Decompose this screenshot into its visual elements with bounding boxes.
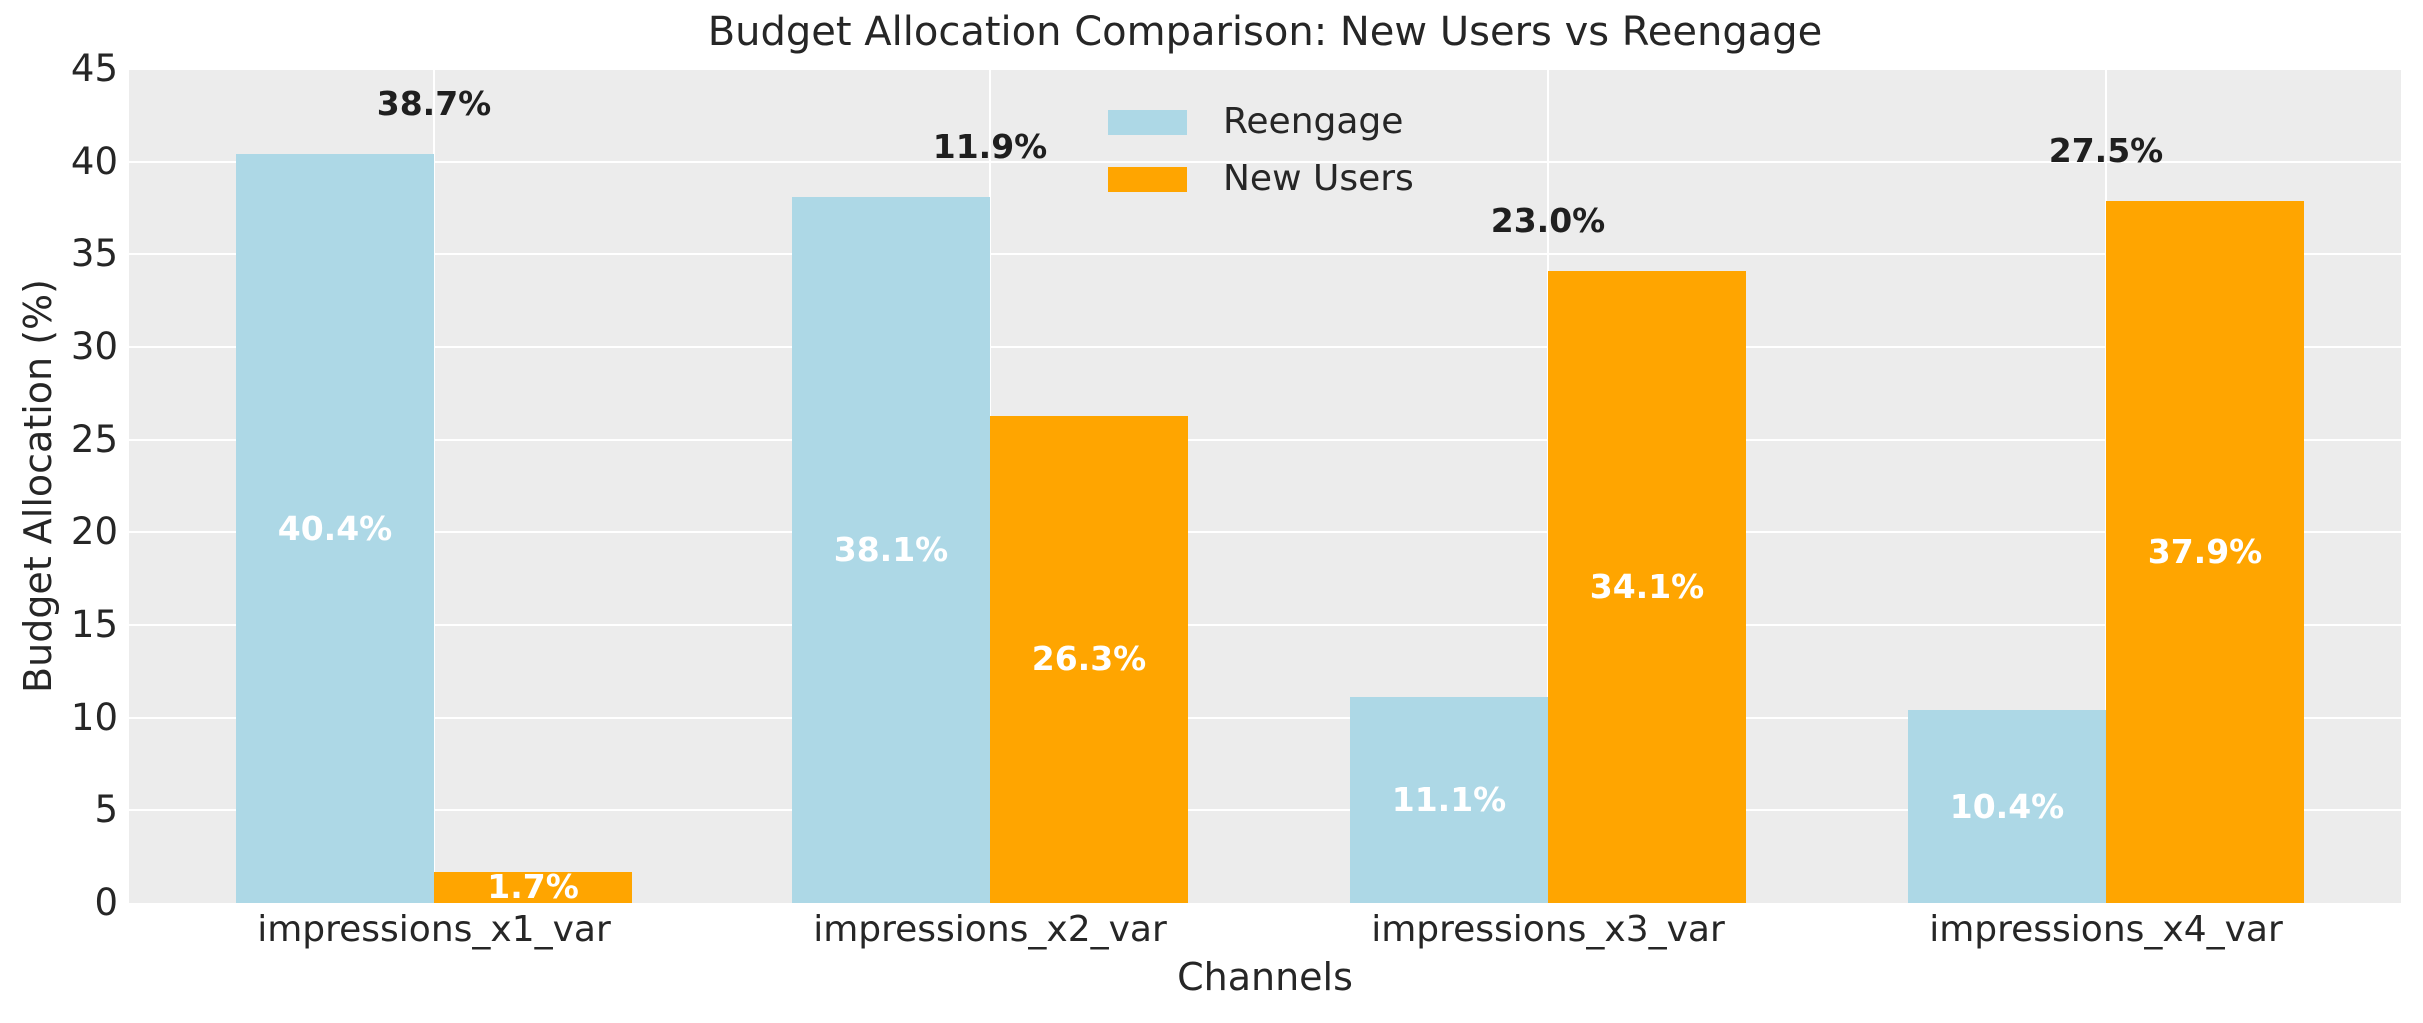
legend: Reengage New Users <box>1108 101 1414 215</box>
bar-new-users-impressions_x4_var <box>2106 200 2304 903</box>
legend-entry-new-users: New Users <box>1108 158 1414 200</box>
horizontal-gridline <box>129 624 2401 626</box>
bar-reengage-impressions_x2_var <box>792 196 990 903</box>
bar-value-label: 11.1% <box>1391 780 1507 820</box>
y-tick-label: 30 <box>70 325 118 368</box>
difference-label: 23.0% <box>1490 200 1606 240</box>
vertical-gridline <box>433 69 435 903</box>
bar-reengage-impressions_x4_var <box>1908 710 2106 903</box>
bar-value-label: 37.9% <box>2147 531 2263 571</box>
x-tick-label: impressions_x4_var <box>1929 909 2283 950</box>
legend-swatch-reengage <box>1108 109 1187 135</box>
bar-new-users-impressions_x1_var <box>434 871 632 903</box>
chart-title: Budget Allocation Comparison: New Users … <box>707 9 1823 55</box>
bar-reengage-impressions_x1_var <box>236 154 434 903</box>
horizontal-gridline <box>129 346 2401 348</box>
legend-entry-reengage: Reengage <box>1108 101 1414 143</box>
difference-label: 27.5% <box>2048 130 2164 170</box>
bar-new-users-impressions_x3_var <box>1548 271 1746 903</box>
legend-label-new-users: New Users <box>1223 158 1414 199</box>
x-tick-label: impressions_x2_var <box>813 909 1167 950</box>
y-tick-label: 45 <box>70 47 118 90</box>
bar-value-label: 26.3% <box>1031 639 1147 679</box>
horizontal-gridline <box>129 438 2401 441</box>
bar-value-label: 10.4% <box>1949 786 2065 826</box>
x-axis-label: Channels <box>1177 955 1353 999</box>
y-tick-label: 0 <box>94 881 118 924</box>
bar-value-label: 1.7% <box>487 867 579 903</box>
difference-label: 38.7% <box>376 84 492 124</box>
y-tick-label: 40 <box>70 139 118 183</box>
horizontal-gridline <box>129 69 2401 70</box>
legend-label-reengage: Reengage <box>1223 101 1404 142</box>
horizontal-gridline <box>129 160 2401 163</box>
y-tick-label: 20 <box>70 510 118 554</box>
bar-value-label: 40.4% <box>277 508 393 548</box>
horizontal-gridline <box>129 716 2401 719</box>
legend-swatch-new-users <box>1108 166 1187 192</box>
y-tick-label: 15 <box>70 603 118 646</box>
x-tick-label: impressions_x3_var <box>1371 909 1725 950</box>
x-tick-label: impressions_x1_var <box>257 909 611 950</box>
y-tick-label: 35 <box>70 232 118 276</box>
difference-label: 11.9% <box>932 126 1048 166</box>
horizontal-gridline <box>129 253 2401 256</box>
bar-value-label: 34.1% <box>1589 567 1705 606</box>
bar-reengage-impressions_x3_var <box>1350 697 1548 903</box>
y-tick-label: 5 <box>94 788 118 832</box>
plot-area: Reengage New Users 40.4% 38.1% 11.1% 10.4% 1… <box>129 69 2401 903</box>
bar-value-label: 38.1% <box>833 529 949 569</box>
horizontal-gridline <box>129 531 2401 534</box>
horizontal-gridline <box>129 809 2401 812</box>
y-tick-label: 10 <box>70 695 118 739</box>
bar-new-users-impressions_x2_var <box>990 415 1188 903</box>
y-tick-label: 25 <box>70 417 118 461</box>
